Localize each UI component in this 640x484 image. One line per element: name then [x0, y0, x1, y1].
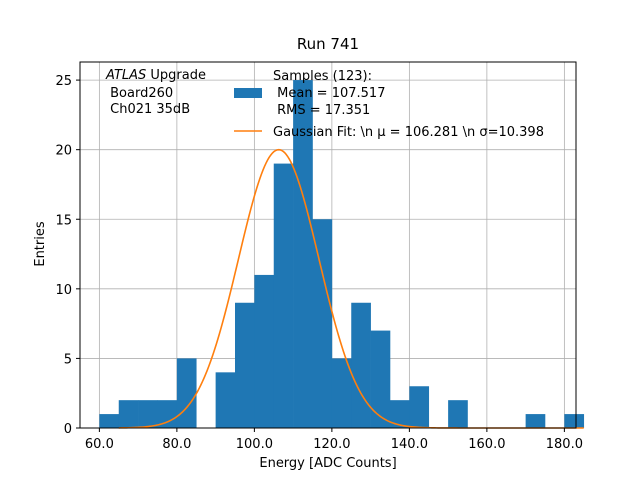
legend-label-fit: Gaussian Fit: \n μ = 106.281 \n σ=10.398: [273, 125, 544, 140]
histogram-bar-11: [312, 219, 333, 428]
chart-title: Run 741: [297, 35, 359, 53]
histogram-bar-3: [157, 400, 178, 428]
x-tick-label-4: 140.0: [391, 437, 428, 452]
y-tick-label-0: 0: [64, 422, 72, 437]
y-tick-label-2: 10: [55, 283, 72, 298]
y-axis-label: Entries: [33, 221, 48, 267]
y-tick-label-5: 25: [55, 74, 72, 89]
histogram-bar-13: [351, 302, 371, 428]
annotation-line-1: ATLAS Upgrade: [105, 68, 206, 83]
axes: 60.0 80.0 100.0 120.0 140.0 160.0 180.0 0 5 10 15 2…: [55, 61, 583, 452]
histogram-bar-14: [370, 330, 391, 428]
histogram-bar-2: [138, 400, 158, 428]
x-tick-label-1: 80.0: [162, 437, 191, 452]
x-tick-label-6: 180.0: [546, 437, 583, 452]
legend-samples-line-3: RMS = 17.351: [273, 103, 370, 118]
y-tick-label-1: 5: [64, 352, 72, 367]
legend-swatch-samples: [234, 88, 262, 98]
x-tick-label-0: 60.0: [85, 437, 114, 452]
histogram-bar-24: [564, 414, 585, 428]
board-label: Board260: [106, 86, 173, 101]
y-tick-label-4: 20: [55, 144, 72, 159]
histogram-bar-8: [254, 274, 275, 428]
histogram-bar-12: [331, 358, 352, 428]
x-tick-label-3: 120.0: [313, 437, 350, 452]
histogram-bar-6: [215, 372, 236, 428]
experiment-annotation: ATLAS Upgrade Board260 Ch021 35dB: [105, 68, 206, 117]
histogram-bar-16: [409, 386, 430, 428]
histogram-bar-4: [176, 358, 197, 428]
atlas-label: ATLAS: [105, 68, 146, 83]
y-tick-label-3: 15: [55, 213, 72, 228]
legend: Samples (123): Mean = 107.517 RMS = 17.3…: [234, 69, 544, 140]
legend-samples-line-1: Samples (123):: [273, 69, 372, 84]
x-tick-label-2: 100.0: [236, 437, 273, 452]
x-axis-label: Energy [ADC Counts]: [259, 456, 396, 471]
x-tick-label-5: 160.0: [468, 437, 505, 452]
channel-label: Ch021 35dB: [106, 102, 190, 117]
histogram-bar-7: [235, 302, 255, 428]
histogram-bar-18: [448, 400, 468, 428]
legend-label-samples: Samples (123): Mean = 107.517 RMS = 17.3…: [273, 69, 390, 118]
histogram-bar-10: [293, 80, 313, 429]
upgrade-label: Upgrade: [146, 68, 206, 83]
legend-samples-line-2: Mean = 107.517: [273, 86, 385, 101]
histogram-bar-22: [525, 414, 546, 428]
plot-frame: [79, 61, 577, 429]
histogram-bar-1: [118, 400, 139, 428]
histogram-bars: [99, 80, 585, 429]
histogram-bar-9: [273, 163, 294, 428]
histogram-bar-0: [99, 414, 120, 428]
histogram-bar-15: [390, 400, 410, 428]
